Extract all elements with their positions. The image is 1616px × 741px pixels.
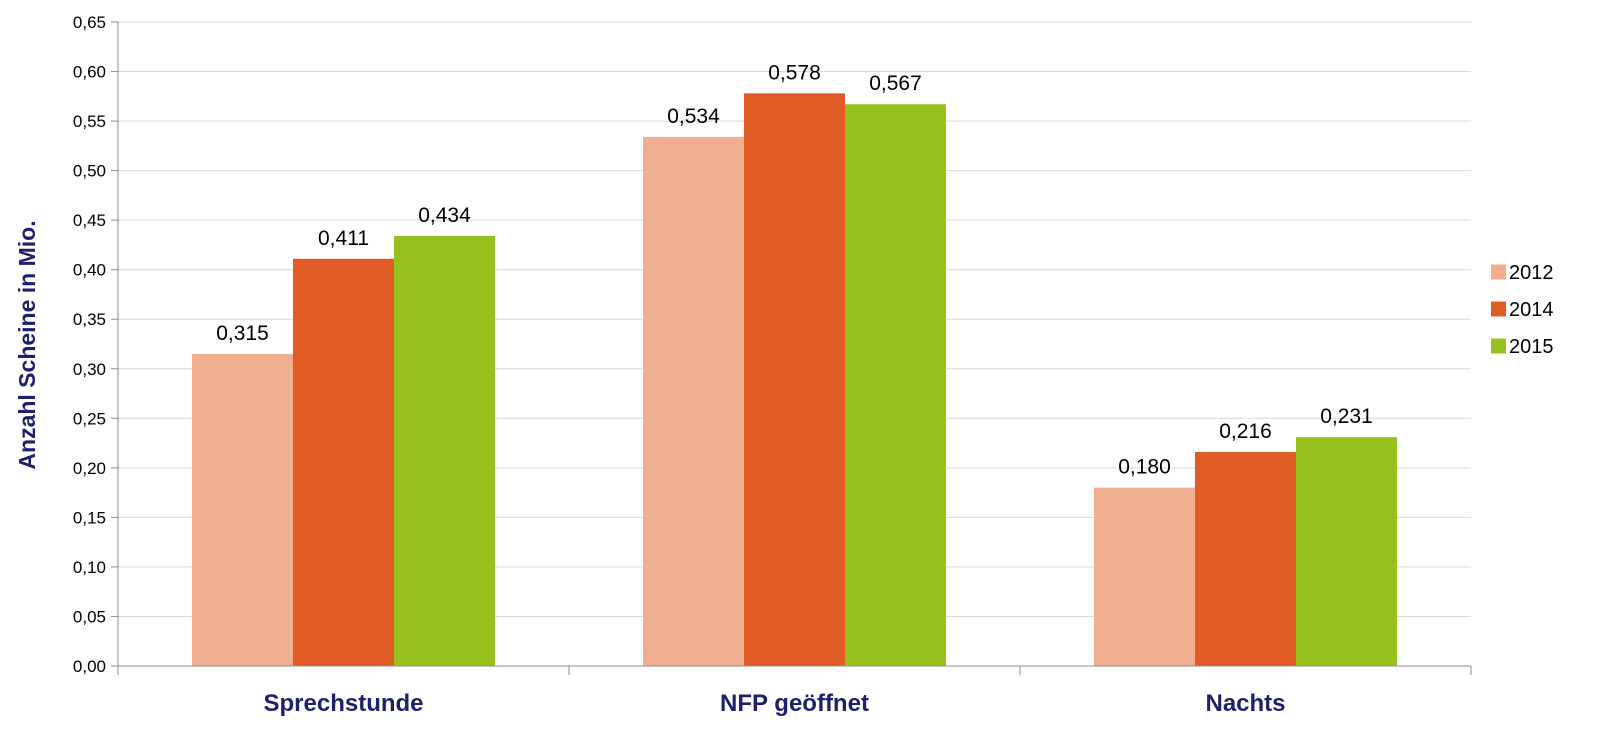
legend-swatch-2012 xyxy=(1491,264,1506,280)
y-tick-label: 0,55 xyxy=(73,112,106,131)
bar-2012-2 xyxy=(643,136,744,667)
legend-swatch-2015 xyxy=(1491,338,1506,354)
category-label: Sprechstunde xyxy=(263,690,423,717)
bar-2015-2 xyxy=(845,104,946,667)
data-label: 0,411 xyxy=(318,227,369,250)
y-tick-label: 0,25 xyxy=(73,409,106,428)
category-label: Nachts xyxy=(1205,690,1285,717)
bar-2015-3 xyxy=(1296,437,1397,666)
y-tick-label: 0,65 xyxy=(73,13,106,32)
legend-label-2015: 2015 xyxy=(1509,336,1554,358)
legend: 2012 2014 2015 xyxy=(1491,262,1554,358)
y-tick-label: 0,40 xyxy=(73,261,106,280)
category-label: NFP geöffnet xyxy=(720,690,869,717)
data-label: 0,180 xyxy=(1118,456,1171,479)
data-label: 0,567 xyxy=(869,72,922,95)
y-tick-label: 0,50 xyxy=(73,162,106,181)
legend-swatch-2014 xyxy=(1491,301,1506,317)
y-tick-label: 0,35 xyxy=(73,310,106,329)
data-label: 0,534 xyxy=(667,105,720,128)
data-labels: 0,315 0,411 0,434 0,534 0,578 0,567 0,180 0,216… xyxy=(216,61,1373,478)
y-tick-label: 0,60 xyxy=(73,63,106,82)
bar-2014-3 xyxy=(1195,451,1296,666)
axes: 0,00 0,05 0,10 0,15 0,20 0,25 0,30 0,35 0,40 0,45… xyxy=(73,13,1472,717)
bar-2012-3 xyxy=(1094,487,1195,666)
bars xyxy=(192,93,1397,667)
y-tick-label: 0,45 xyxy=(73,211,106,230)
legend-label-2014: 2014 xyxy=(1509,299,1554,321)
data-label: 0,578 xyxy=(768,61,821,84)
bar-2014-2 xyxy=(744,93,845,666)
data-label: 0,434 xyxy=(418,204,471,227)
y-tick-label: 0,00 xyxy=(73,657,106,676)
legend-label-2012: 2012 xyxy=(1509,262,1554,284)
y-tick-label: 0,30 xyxy=(73,360,106,379)
y-tick-label: 0,10 xyxy=(73,558,106,577)
data-label: 0,231 xyxy=(1320,405,1373,428)
data-label: 0,315 xyxy=(216,322,269,345)
y-tick-label: 0,15 xyxy=(73,508,106,527)
y-axis-title: Anzahl Scheine in Mio. xyxy=(14,220,40,469)
bar-2015-1 xyxy=(394,236,495,666)
bar-2014-1 xyxy=(293,258,394,666)
y-tick-label: 0,20 xyxy=(73,459,106,478)
bar-2012-1 xyxy=(192,353,293,666)
data-label: 0,216 xyxy=(1219,420,1272,443)
y-tick-label: 0,05 xyxy=(73,607,106,626)
